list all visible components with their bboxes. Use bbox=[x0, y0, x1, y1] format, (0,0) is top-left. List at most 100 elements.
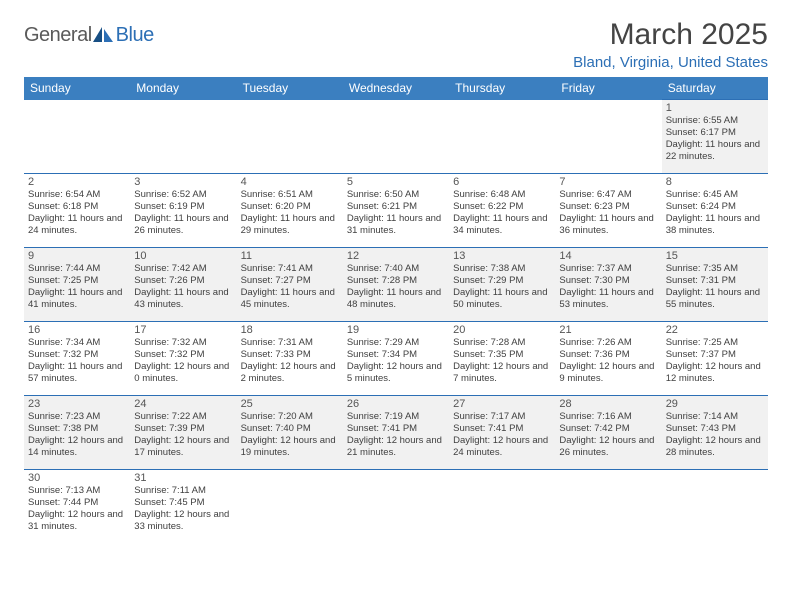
day-details: Sunrise: 6:51 AMSunset: 6:20 PMDaylight:… bbox=[241, 189, 339, 237]
day-number: 30 bbox=[28, 472, 126, 484]
day-number: 2 bbox=[28, 176, 126, 188]
day-details: Sunrise: 7:38 AMSunset: 7:29 PMDaylight:… bbox=[453, 263, 551, 311]
day-details: Sunrise: 7:19 AMSunset: 7:41 PMDaylight:… bbox=[347, 411, 445, 459]
day-details: Sunrise: 7:34 AMSunset: 7:32 PMDaylight:… bbox=[28, 337, 126, 385]
day-details: Sunrise: 7:22 AMSunset: 7:39 PMDaylight:… bbox=[134, 411, 232, 459]
calendar-table: Sunday Monday Tuesday Wednesday Thursday… bbox=[24, 77, 768, 544]
calendar-cell bbox=[555, 470, 661, 544]
calendar-cell: 19Sunrise: 7:29 AMSunset: 7:34 PMDayligh… bbox=[343, 322, 449, 396]
day-details: Sunrise: 6:45 AMSunset: 6:24 PMDaylight:… bbox=[666, 189, 764, 237]
calendar-week-row: 2Sunrise: 6:54 AMSunset: 6:18 PMDaylight… bbox=[24, 174, 768, 248]
calendar-week-row: 30Sunrise: 7:13 AMSunset: 7:44 PMDayligh… bbox=[24, 470, 768, 544]
location: Bland, Virginia, United States bbox=[573, 54, 768, 71]
calendar-cell: 5Sunrise: 6:50 AMSunset: 6:21 PMDaylight… bbox=[343, 174, 449, 248]
calendar-cell: 24Sunrise: 7:22 AMSunset: 7:39 PMDayligh… bbox=[130, 396, 236, 470]
day-number: 26 bbox=[347, 398, 445, 410]
calendar-cell: 31Sunrise: 7:11 AMSunset: 7:45 PMDayligh… bbox=[130, 470, 236, 544]
calendar-week-row: 9Sunrise: 7:44 AMSunset: 7:25 PMDaylight… bbox=[24, 248, 768, 322]
title-block: March 2025 Bland, Virginia, United State… bbox=[573, 18, 768, 71]
day-details: Sunrise: 7:41 AMSunset: 7:27 PMDaylight:… bbox=[241, 263, 339, 311]
day-details: Sunrise: 7:28 AMSunset: 7:35 PMDaylight:… bbox=[453, 337, 551, 385]
day-number: 19 bbox=[347, 324, 445, 336]
day-details: Sunrise: 7:40 AMSunset: 7:28 PMDaylight:… bbox=[347, 263, 445, 311]
calendar-cell: 29Sunrise: 7:14 AMSunset: 7:43 PMDayligh… bbox=[662, 396, 768, 470]
calendar-cell: 8Sunrise: 6:45 AMSunset: 6:24 PMDaylight… bbox=[662, 174, 768, 248]
day-details: Sunrise: 7:17 AMSunset: 7:41 PMDaylight:… bbox=[453, 411, 551, 459]
calendar-cell: 25Sunrise: 7:20 AMSunset: 7:40 PMDayligh… bbox=[237, 396, 343, 470]
day-details: Sunrise: 7:20 AMSunset: 7:40 PMDaylight:… bbox=[241, 411, 339, 459]
day-number: 9 bbox=[28, 250, 126, 262]
calendar-cell bbox=[24, 100, 130, 174]
day-number: 25 bbox=[241, 398, 339, 410]
day-details: Sunrise: 7:44 AMSunset: 7:25 PMDaylight:… bbox=[28, 263, 126, 311]
calendar-cell: 4Sunrise: 6:51 AMSunset: 6:20 PMDaylight… bbox=[237, 174, 343, 248]
calendar-cell: 26Sunrise: 7:19 AMSunset: 7:41 PMDayligh… bbox=[343, 396, 449, 470]
day-number: 24 bbox=[134, 398, 232, 410]
calendar-cell: 17Sunrise: 7:32 AMSunset: 7:32 PMDayligh… bbox=[130, 322, 236, 396]
day-details: Sunrise: 6:54 AMSunset: 6:18 PMDaylight:… bbox=[28, 189, 126, 237]
calendar-cell bbox=[449, 470, 555, 544]
day-details: Sunrise: 6:52 AMSunset: 6:19 PMDaylight:… bbox=[134, 189, 232, 237]
day-details: Sunrise: 7:37 AMSunset: 7:30 PMDaylight:… bbox=[559, 263, 657, 311]
day-details: Sunrise: 6:50 AMSunset: 6:21 PMDaylight:… bbox=[347, 189, 445, 237]
day-number: 31 bbox=[134, 472, 232, 484]
calendar-cell: 9Sunrise: 7:44 AMSunset: 7:25 PMDaylight… bbox=[24, 248, 130, 322]
day-number: 22 bbox=[666, 324, 764, 336]
calendar-week-row: 1Sunrise: 6:55 AMSunset: 6:17 PMDaylight… bbox=[24, 100, 768, 174]
col-wednesday: Wednesday bbox=[343, 77, 449, 100]
calendar-cell: 23Sunrise: 7:23 AMSunset: 7:38 PMDayligh… bbox=[24, 396, 130, 470]
day-details: Sunrise: 7:35 AMSunset: 7:31 PMDaylight:… bbox=[666, 263, 764, 311]
calendar-cell: 20Sunrise: 7:28 AMSunset: 7:35 PMDayligh… bbox=[449, 322, 555, 396]
day-number: 15 bbox=[666, 250, 764, 262]
day-number: 23 bbox=[28, 398, 126, 410]
calendar-cell: 18Sunrise: 7:31 AMSunset: 7:33 PMDayligh… bbox=[237, 322, 343, 396]
calendar-cell bbox=[343, 470, 449, 544]
day-details: Sunrise: 7:29 AMSunset: 7:34 PMDaylight:… bbox=[347, 337, 445, 385]
calendar-cell: 3Sunrise: 6:52 AMSunset: 6:19 PMDaylight… bbox=[130, 174, 236, 248]
day-number: 10 bbox=[134, 250, 232, 262]
calendar-week-row: 23Sunrise: 7:23 AMSunset: 7:38 PMDayligh… bbox=[24, 396, 768, 470]
day-number: 1 bbox=[666, 102, 764, 114]
calendar-cell: 1Sunrise: 6:55 AMSunset: 6:17 PMDaylight… bbox=[662, 100, 768, 174]
logo-text-blue: Blue bbox=[116, 24, 154, 47]
calendar-week-row: 16Sunrise: 7:34 AMSunset: 7:32 PMDayligh… bbox=[24, 322, 768, 396]
day-details: Sunrise: 6:48 AMSunset: 6:22 PMDaylight:… bbox=[453, 189, 551, 237]
day-number: 6 bbox=[453, 176, 551, 188]
day-number: 11 bbox=[241, 250, 339, 262]
col-monday: Monday bbox=[130, 77, 236, 100]
month-title: March 2025 bbox=[573, 18, 768, 52]
calendar-cell: 11Sunrise: 7:41 AMSunset: 7:27 PMDayligh… bbox=[237, 248, 343, 322]
day-number: 21 bbox=[559, 324, 657, 336]
calendar-cell: 2Sunrise: 6:54 AMSunset: 6:18 PMDaylight… bbox=[24, 174, 130, 248]
day-details: Sunrise: 7:11 AMSunset: 7:45 PMDaylight:… bbox=[134, 485, 232, 533]
logo: General Blue bbox=[24, 24, 154, 47]
day-number: 28 bbox=[559, 398, 657, 410]
day-number: 5 bbox=[347, 176, 445, 188]
calendar-cell: 14Sunrise: 7:37 AMSunset: 7:30 PMDayligh… bbox=[555, 248, 661, 322]
calendar-cell bbox=[343, 100, 449, 174]
day-number: 12 bbox=[347, 250, 445, 262]
calendar-cell: 15Sunrise: 7:35 AMSunset: 7:31 PMDayligh… bbox=[662, 248, 768, 322]
calendar-cell bbox=[237, 470, 343, 544]
calendar-cell: 30Sunrise: 7:13 AMSunset: 7:44 PMDayligh… bbox=[24, 470, 130, 544]
day-details: Sunrise: 7:31 AMSunset: 7:33 PMDaylight:… bbox=[241, 337, 339, 385]
calendar-cell bbox=[555, 100, 661, 174]
calendar-cell: 6Sunrise: 6:48 AMSunset: 6:22 PMDaylight… bbox=[449, 174, 555, 248]
logo-text-general: General bbox=[24, 24, 92, 47]
day-number: 17 bbox=[134, 324, 232, 336]
day-number: 13 bbox=[453, 250, 551, 262]
calendar-cell bbox=[237, 100, 343, 174]
calendar-cell: 21Sunrise: 7:26 AMSunset: 7:36 PMDayligh… bbox=[555, 322, 661, 396]
calendar-cell bbox=[662, 470, 768, 544]
calendar-cell: 12Sunrise: 7:40 AMSunset: 7:28 PMDayligh… bbox=[343, 248, 449, 322]
day-number: 7 bbox=[559, 176, 657, 188]
day-details: Sunrise: 7:14 AMSunset: 7:43 PMDaylight:… bbox=[666, 411, 764, 459]
calendar-cell bbox=[449, 100, 555, 174]
calendar-cell: 13Sunrise: 7:38 AMSunset: 7:29 PMDayligh… bbox=[449, 248, 555, 322]
day-details: Sunrise: 7:26 AMSunset: 7:36 PMDaylight:… bbox=[559, 337, 657, 385]
day-details: Sunrise: 7:16 AMSunset: 7:42 PMDaylight:… bbox=[559, 411, 657, 459]
day-details: Sunrise: 6:55 AMSunset: 6:17 PMDaylight:… bbox=[666, 115, 764, 163]
day-number: 14 bbox=[559, 250, 657, 262]
day-details: Sunrise: 7:42 AMSunset: 7:26 PMDaylight:… bbox=[134, 263, 232, 311]
day-details: Sunrise: 7:25 AMSunset: 7:37 PMDaylight:… bbox=[666, 337, 764, 385]
